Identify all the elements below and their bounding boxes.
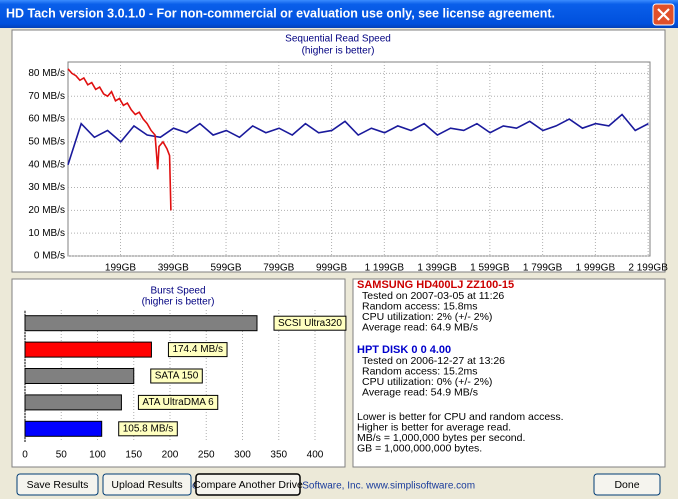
- bar: [24, 315, 258, 332]
- drive-info: Tested on 2007-03-05 at 11:26: [362, 290, 504, 302]
- bar: [24, 341, 152, 358]
- window-title: HD Tach version 3.0.1.0 - For non-commer…: [6, 6, 555, 20]
- x-tick-label: 300: [234, 450, 251, 461]
- x-tick-label: 400: [307, 450, 324, 461]
- title-bar: [0, 0, 678, 28]
- y-tick-label: 40 MB/s: [28, 159, 65, 170]
- x-tick-label: 2 199GB: [628, 263, 668, 274]
- y-tick-label: 70 MB/s: [28, 91, 65, 102]
- button[interactable]: [16, 473, 99, 496]
- x-tick-label: 399GB: [158, 263, 189, 274]
- chart-subtitle: (higher is better): [142, 297, 215, 308]
- button[interactable]: [195, 473, 301, 496]
- button-label[interactable]: Compare Another Drive: [193, 479, 303, 491]
- x-tick-label: 350: [270, 450, 287, 461]
- bar-label: SATA 150: [155, 371, 199, 382]
- x-tick-label: 1 199GB: [365, 263, 405, 274]
- note: MB/s = 1,000,000 bytes per second.: [357, 432, 525, 444]
- bar-label: 174.4 MB/s: [172, 344, 223, 355]
- chart-subtitle: (higher is better): [302, 46, 375, 57]
- x-tick-label: 150: [125, 450, 142, 461]
- button[interactable]: [593, 473, 661, 496]
- drive-info: Random access: 15.2ms: [362, 365, 478, 377]
- bar-label: ATA UltraDMA 6: [142, 397, 214, 408]
- bar-label-box: [273, 315, 347, 331]
- y-tick-label: 10 MB/s: [28, 228, 65, 239]
- bar-label: SCSI Ultra320: [278, 318, 342, 329]
- drive-info: CPU utilization: 2% (+/- 2%): [362, 311, 492, 323]
- bar-label: 105.8 MB/s: [123, 423, 174, 434]
- x-tick-label: 199GB: [105, 263, 136, 274]
- x-tick-label: 250: [198, 450, 215, 461]
- x-tick-label: 799GB: [263, 263, 294, 274]
- x-tick-label: 1 999GB: [576, 263, 616, 274]
- y-tick-label: 60 MB/s: [28, 114, 65, 125]
- drive-info: Average read: 64.9 MB/s: [362, 321, 478, 333]
- x-tick-label: 1 399GB: [417, 263, 457, 274]
- read-panel: [11, 29, 666, 273]
- bar-label-box: [118, 421, 178, 437]
- copyright: Copyright (C) 2004 Simpli Software, Inc.…: [185, 481, 475, 492]
- drive-name: HPT DISK 0 0 4.00: [357, 344, 451, 356]
- bar: [24, 420, 103, 437]
- y-tick-label: 20 MB/s: [28, 205, 65, 216]
- close-icon: [657, 8, 670, 21]
- drive-info: Tested on 2006-12-27 at 13:26: [362, 355, 505, 367]
- drive-info: CPU utilization: 0% (+/- 2%): [362, 376, 492, 388]
- button-label[interactable]: Upload Results: [111, 479, 182, 491]
- x-tick-label: 50: [56, 450, 68, 461]
- note: Lower is better for CPU and random acces…: [357, 411, 564, 423]
- info-panel: [352, 278, 666, 468]
- button-label[interactable]: Done: [614, 479, 639, 491]
- drive-name: SAMSUNG HD400LJ ZZ100-15: [357, 279, 514, 291]
- drive-info: Random access: 15.8ms: [362, 300, 478, 312]
- series-line: [67, 68, 172, 211]
- x-tick-label: 1 799GB: [523, 263, 563, 274]
- bar-label-box: [167, 342, 228, 358]
- drive-info: Average read: 54.9 MB/s: [362, 386, 478, 398]
- button-label[interactable]: Save Results: [27, 479, 89, 491]
- x-tick-label: 599GB: [210, 263, 241, 274]
- bar: [24, 394, 122, 411]
- bar-label-box: [150, 368, 203, 384]
- series-line: [67, 113, 649, 165]
- button[interactable]: [102, 473, 192, 496]
- chart-title: Sequential Read Speed: [285, 34, 391, 45]
- y-tick-label: 30 MB/s: [28, 182, 65, 193]
- y-tick-label: 0 MB/s: [34, 251, 65, 262]
- x-tick-label: 100: [89, 450, 106, 461]
- x-tick-label: 1 599GB: [470, 263, 510, 274]
- x-tick-label: 200: [162, 450, 179, 461]
- note: Higher is better for average read.: [357, 421, 511, 433]
- x-tick-label: 0: [22, 450, 28, 461]
- chart-title: Burst Speed: [150, 286, 205, 297]
- bar-label-box: [137, 394, 219, 410]
- note: GB = 1,000,000,000 bytes.: [357, 442, 482, 454]
- x-tick-label: 999GB: [316, 263, 347, 274]
- y-tick-label: 50 MB/s: [28, 137, 65, 148]
- y-tick-label: 80 MB/s: [28, 68, 65, 79]
- bar: [24, 368, 135, 384]
